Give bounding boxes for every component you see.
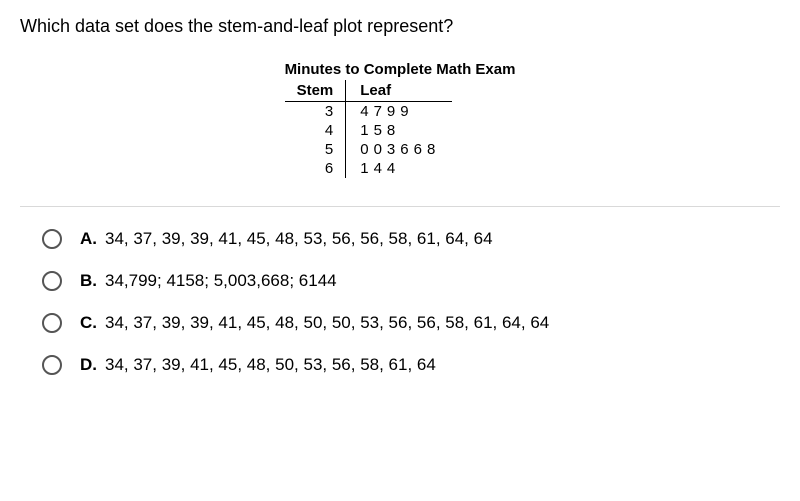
plot-row: 5 003668 (285, 140, 453, 159)
section-divider (20, 206, 780, 207)
option-a[interactable]: A. 34, 37, 39, 39, 41, 45, 48, 53, 56, 5… (42, 229, 780, 249)
leaf-cell: 003668 (346, 140, 453, 159)
radio-icon[interactable] (42, 229, 62, 249)
plot-row: 4 158 (285, 121, 453, 140)
leaf-header: Leaf (346, 80, 453, 102)
option-b[interactable]: B. 34,799; 4158; 5,003,668; 6144 (42, 271, 780, 291)
option-letter: B. (80, 271, 97, 291)
question-text: Which data set does the stem-and-leaf pl… (20, 16, 780, 37)
stem-cell: 4 (285, 121, 346, 140)
stem-leaf-plot-container: Minutes to Complete Math Exam Stem Leaf … (20, 61, 780, 178)
option-d[interactable]: D. 34, 37, 39, 41, 45, 48, 50, 53, 56, 5… (42, 355, 780, 375)
plot-row: 3 4799 (285, 102, 453, 122)
option-letter: C. (80, 313, 97, 333)
stem-cell: 5 (285, 140, 346, 159)
stem-leaf-plot: Minutes to Complete Math Exam Stem Leaf … (285, 61, 516, 178)
option-text: 34, 37, 39, 39, 41, 45, 48, 53, 56, 56, … (105, 229, 493, 249)
plot-title: Minutes to Complete Math Exam (285, 61, 516, 78)
option-letter: A. (80, 229, 97, 249)
option-letter: D. (80, 355, 97, 375)
plot-table: Stem Leaf 3 4799 4 158 5 003668 6 (285, 80, 453, 178)
stem-cell: 6 (285, 159, 346, 178)
leaf-cell: 4799 (346, 102, 453, 122)
leaf-cell: 158 (346, 121, 453, 140)
radio-icon[interactable] (42, 271, 62, 291)
radio-icon[interactable] (42, 355, 62, 375)
stem-cell: 3 (285, 102, 346, 122)
radio-icon[interactable] (42, 313, 62, 333)
option-text: 34,799; 4158; 5,003,668; 6144 (105, 271, 337, 291)
option-c[interactable]: C. 34, 37, 39, 39, 41, 45, 48, 50, 50, 5… (42, 313, 780, 333)
option-text: 34, 37, 39, 39, 41, 45, 48, 50, 50, 53, … (105, 313, 549, 333)
options-list: A. 34, 37, 39, 39, 41, 45, 48, 53, 56, 5… (20, 229, 780, 375)
plot-row: 6 144 (285, 159, 453, 178)
stem-header: Stem (285, 80, 346, 102)
leaf-cell: 144 (346, 159, 453, 178)
option-text: 34, 37, 39, 41, 45, 48, 50, 53, 56, 58, … (105, 355, 436, 375)
